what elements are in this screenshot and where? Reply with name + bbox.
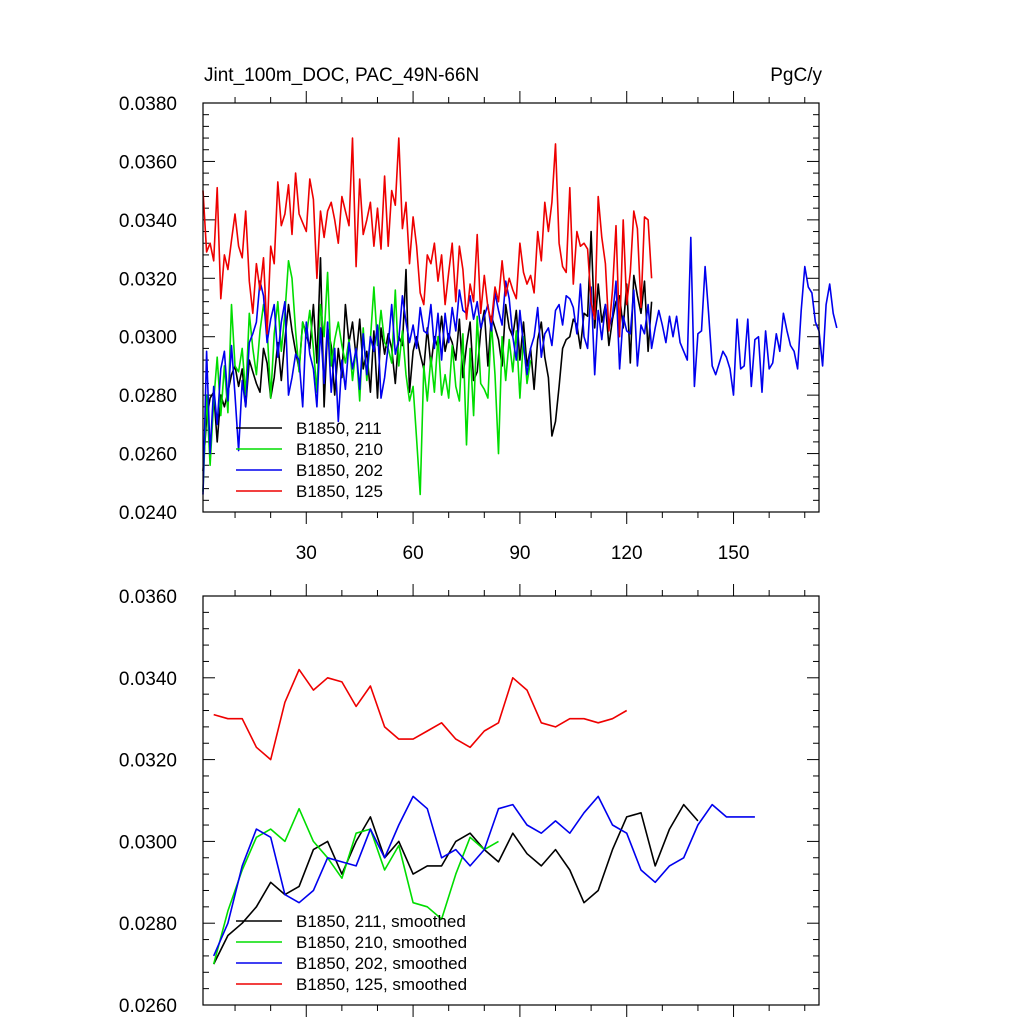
legend-label: B1850, 210, smoothed [296,933,467,952]
y-tick-label: 0.0320 [119,269,177,290]
bottom-panel: 0.0260 0.0280 0.0300 0.0320 0.0340 0.0360 B18… [119,584,820,1017]
y-tick-label: 0.0360 [119,152,177,173]
y-tick-label: 0.0260 [119,996,177,1017]
x-tick-label: 120 [611,543,643,564]
y-tick-label: 0.0340 [119,211,177,232]
y-tick-label: 0.0360 [119,587,177,608]
legend-label: B1850, 211, smoothed [296,912,466,931]
legend-label: B1850, 202, smoothed [296,954,467,973]
legend-label: B1850, 211 [296,419,382,438]
legend-label: B1850, 202 [296,461,383,480]
y-tick-label: 0.0300 [119,832,177,853]
legend-label: B1850, 210 [296,440,383,459]
x-tick-label: 60 [403,543,424,564]
x-tick-label: 90 [509,543,530,564]
x-tick-label: 30 [296,543,317,564]
top-axes: 0.0240 0.0260 0.0280 0.0300 0.0320 0.0340 0.03… [119,91,819,564]
bottom-legend: B1850, 211, smoothed B1850, 210, smoothed… [236,912,467,994]
legend-label: B1850, 125 [296,482,383,501]
y-tick-label: 0.0320 [119,751,177,772]
y-tick-label: 0.0260 [119,445,177,466]
y-tick-label: 0.0240 [119,503,177,524]
top-chart-title: Jint_100m_DOC, PAC_49N-66N [204,65,479,86]
series-line-1-3 [213,668,628,761]
top-panel: Jint_100m_DOC, PAC_49N-66N PgC/y 0.02400… [119,65,838,564]
top-chart-units: PgC/y [770,65,822,86]
series-line-0-3 [202,137,653,338]
legend-label: B1850, 125, smoothed [296,975,467,994]
bottom-plot-frame [202,595,820,1006]
top-legend: B1850, 211 B1850, 210 B1850, 202 B1850, 125 [236,419,383,501]
top-series-group [202,137,838,496]
y-tick-label: 0.0280 [119,914,177,935]
bottom-axes: 0.0260 0.0280 0.0300 0.0320 0.0340 0.0360 [119,584,819,1017]
series-line-1-0 [212,803,699,965]
x-tick-label: 150 [718,543,750,564]
y-tick-label: 0.0300 [119,328,177,349]
y-tick-label: 0.0380 [119,94,177,115]
series-line-0-2 [202,236,838,495]
y-tick-label: 0.0280 [119,386,177,407]
top-plot-frame [202,102,820,513]
series-line-1-1 [212,807,499,965]
bottom-series-group [212,668,755,965]
series-line-0-1 [202,259,532,496]
series-line-1-2 [212,795,755,957]
y-tick-label: 0.0340 [119,669,177,690]
